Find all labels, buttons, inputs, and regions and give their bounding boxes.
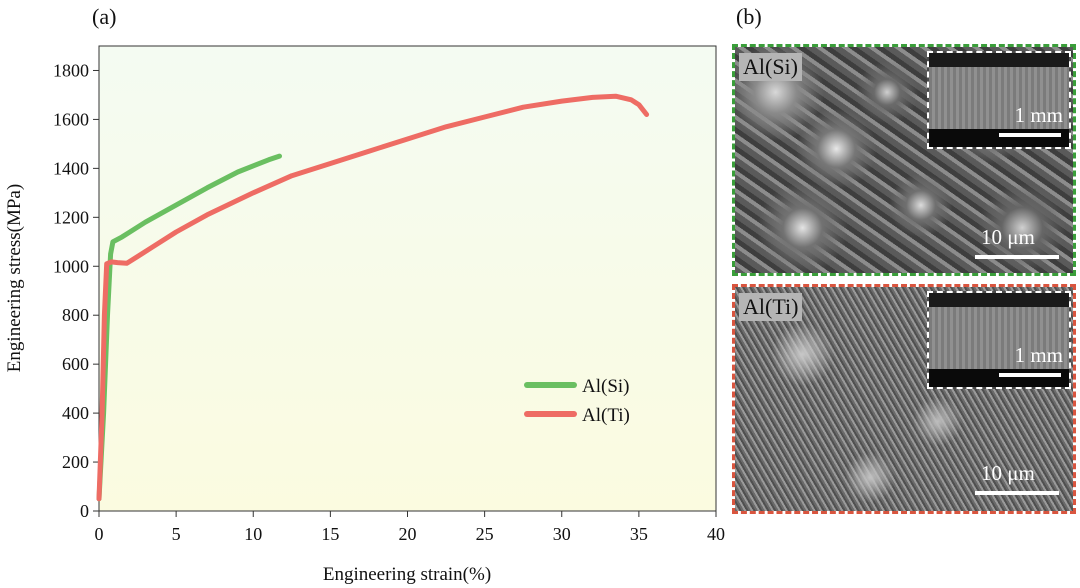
series-line-0 xyxy=(96,153,282,502)
panel-a-label: (a) xyxy=(92,4,117,29)
y-axis-label: Engineering stress(MPa) xyxy=(4,184,25,372)
x-tick-label: 35 xyxy=(630,524,648,544)
legend-label-1: Al(Ti) xyxy=(582,405,630,426)
x-tick-label: 15 xyxy=(321,524,339,544)
main-scale-bar-al-ti xyxy=(975,491,1059,495)
x-tick-label: 0 xyxy=(95,524,104,544)
y-tick-label: 1400 xyxy=(53,158,89,178)
sample-tag-al-si: Al(Si) xyxy=(739,53,802,81)
x-tick-label: 10 xyxy=(244,524,262,544)
inset-scale-label-al-ti: 1 mm xyxy=(1014,343,1063,367)
main-scale-bar-al-si xyxy=(975,255,1059,259)
y-tick-label: 200 xyxy=(62,452,89,472)
inset-macro-al-ti: 1 mm xyxy=(927,291,1071,389)
x-axis-label: Engineering strain(%) xyxy=(323,564,491,585)
y-tick-label: 1800 xyxy=(53,60,89,80)
x-tick-label: 40 xyxy=(707,524,725,544)
panel-b-label: (b) xyxy=(736,4,762,29)
stress-strain-chart: 0 5 10 15 20 25 30 35 40020040060080010001200140… xyxy=(4,45,725,585)
y-tick-label: 800 xyxy=(62,305,89,325)
inset-scale-bar-al-ti xyxy=(999,373,1061,377)
main-scale-label-al-ti: 10 μm xyxy=(981,461,1035,485)
x-tick-label: 30 xyxy=(553,524,571,544)
sem-fracture-image-al-si xyxy=(735,47,1073,273)
inset-macro-al-si: 1 mm xyxy=(927,51,1071,149)
sem-panel-al-si: Al(Si) 1 mm 10 μm xyxy=(732,44,1076,276)
sem-panel-al-ti: Al(Ti) 1 mm 10 μm xyxy=(732,284,1076,514)
x-tick-label: 25 xyxy=(476,524,494,544)
y-tick-label: 600 xyxy=(62,354,89,374)
sample-tag-al-ti: Al(Ti) xyxy=(739,293,803,321)
inset-scale-bar-al-si xyxy=(999,133,1061,137)
inset-scale-label-al-si: 1 mm xyxy=(1014,103,1063,127)
x-tick-label: 5 xyxy=(172,524,181,544)
legend-label-0: Al(Si) xyxy=(582,376,630,397)
series-line-1 xyxy=(96,93,650,502)
x-tick-label: 20 xyxy=(399,524,417,544)
y-tick-label: 1000 xyxy=(53,256,89,276)
y-tick-label: 1200 xyxy=(53,207,89,227)
y-tick-label: 0 xyxy=(80,501,89,521)
y-tick-label: 400 xyxy=(62,403,89,423)
main-scale-label-al-si: 10 μm xyxy=(981,225,1035,249)
y-tick-label: 1600 xyxy=(53,109,89,129)
plot-area xyxy=(98,45,717,512)
